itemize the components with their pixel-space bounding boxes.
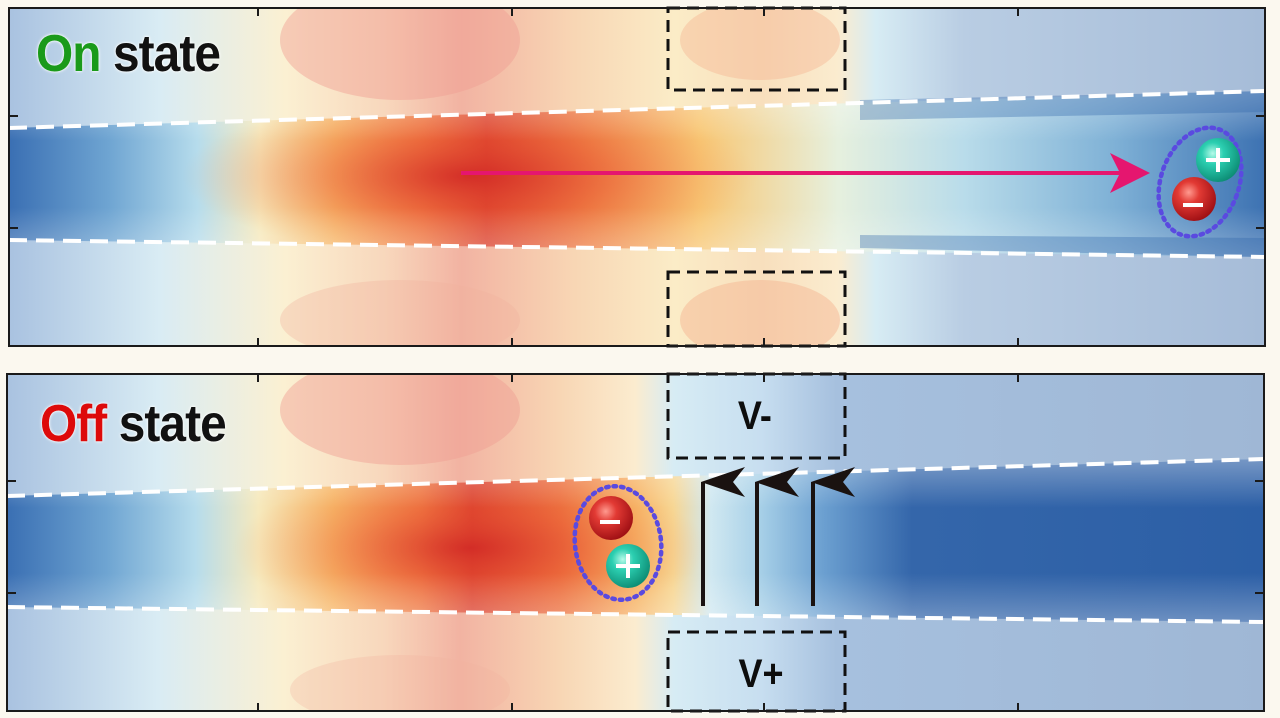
off-channel-lower-boundary <box>6 605 1265 624</box>
off-axis-ticks <box>7 374 1264 711</box>
on-particle-pair <box>1156 125 1244 239</box>
positive-charge-icon <box>1196 138 1240 182</box>
on-top-gate-box <box>666 6 847 92</box>
positive-charge-icon <box>606 544 650 588</box>
on-channel-lower-boundary <box>8 238 1266 259</box>
off-particle-pair <box>572 483 664 603</box>
off-top-gate-box <box>666 372 847 460</box>
gate-top-voltage-label: V- <box>737 394 772 438</box>
on-panel-frame <box>8 7 1266 347</box>
off-channel-upper-boundary <box>6 457 1265 498</box>
gate-bottom-voltage-label: V+ <box>738 652 784 696</box>
on-state-suffix: state <box>112 25 221 83</box>
off-panel-frame <box>6 373 1265 712</box>
on-state-word: On <box>36 25 102 83</box>
pair-enclosure-icon <box>572 483 664 603</box>
pair-enclosure-icon <box>1156 125 1244 239</box>
off-state-heatmap <box>7 374 1264 711</box>
on-state-label: On state <box>36 25 221 83</box>
off-state-suffix: state <box>118 395 227 453</box>
field-arrows <box>701 467 855 606</box>
on-bottom-gate-box <box>666 270 847 348</box>
on-channel-upper-boundary <box>8 89 1266 130</box>
off-state-word: Off <box>40 395 107 453</box>
off-state-label: Off state <box>40 395 227 453</box>
negative-charge-icon <box>1172 177 1216 221</box>
on-axis-ticks <box>9 8 1265 346</box>
negative-charge-icon <box>589 496 633 540</box>
